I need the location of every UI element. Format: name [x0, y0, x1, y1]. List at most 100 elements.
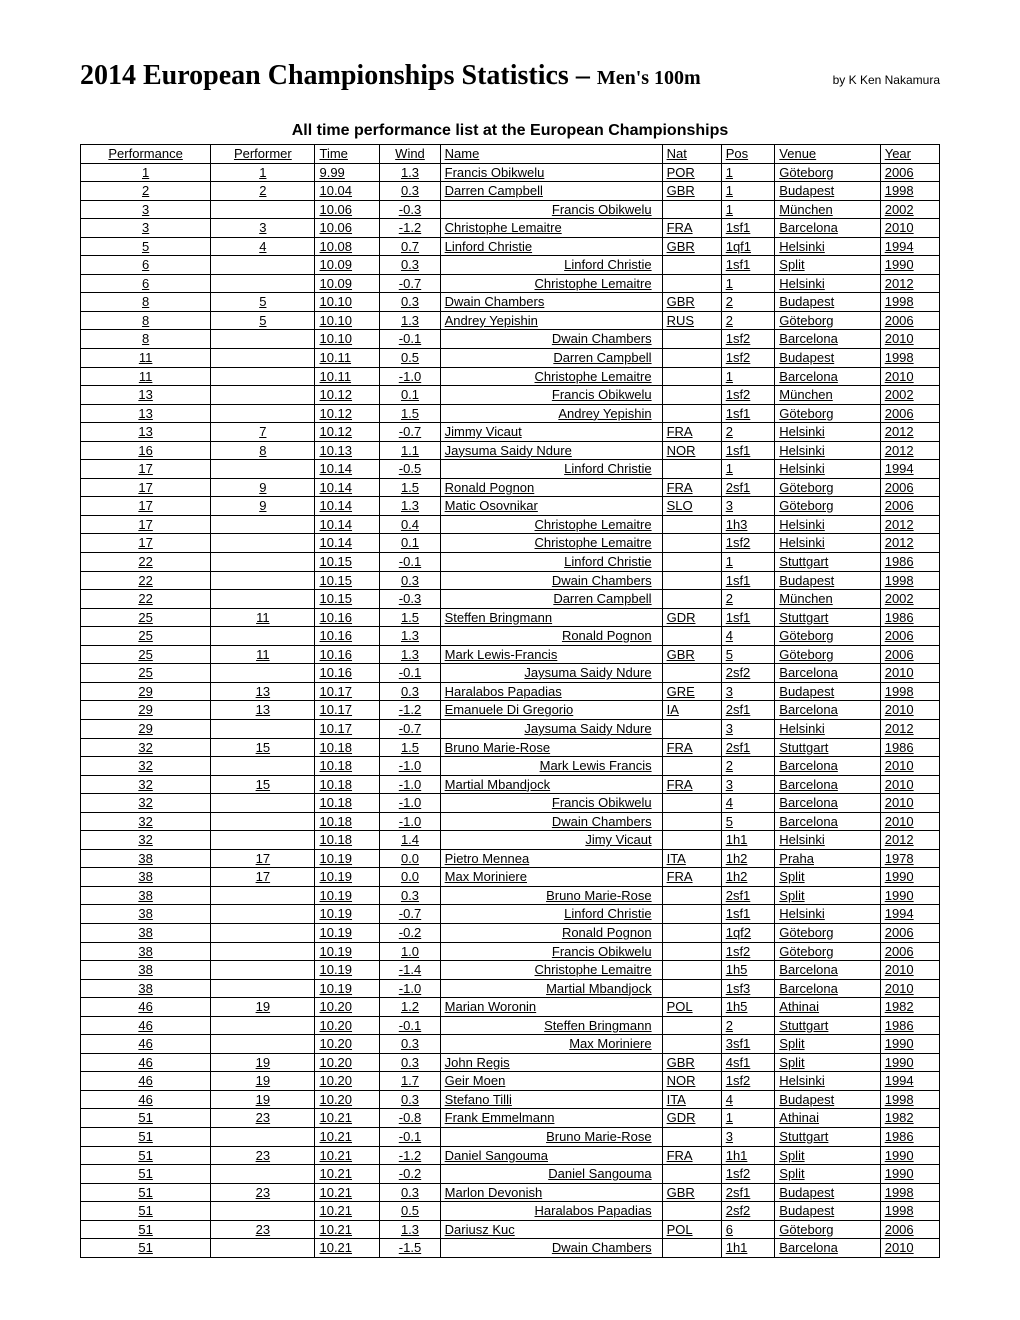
cell-col-time: 10.19	[315, 923, 380, 942]
cell-col-name: Darren Campbell	[440, 182, 662, 201]
cell-col-performance: 51	[81, 1202, 211, 1221]
cell-col-year: 2010	[880, 664, 939, 683]
cell-col-wind: -0.1	[380, 1016, 440, 1035]
cell-col-venue: Barcelona	[775, 664, 880, 683]
cell-col-wind: -0.3	[380, 200, 440, 219]
cell-col-nat: FRA	[662, 775, 721, 794]
cell-col-year: 1986	[880, 553, 939, 572]
cell-col-year: 1998	[880, 182, 939, 201]
cell-col-name: Steffen Bringmann	[440, 608, 662, 627]
table-row: 461910.201.2Marian WoroninPOL1h5Athinai1…	[81, 998, 940, 1017]
table-row: 2510.16-0.1Jaysuma Saidy Ndure2sf2Barcel…	[81, 664, 940, 683]
cell-col-wind: -0.7	[380, 905, 440, 924]
table-row: 381710.190.0Pietro MenneaITA1h2Praha1978	[81, 849, 940, 868]
cell-col-pos: 1sf1	[721, 571, 775, 590]
cell-col-year: 2006	[880, 645, 939, 664]
cell-col-time: 10.10	[315, 330, 380, 349]
table-row: 251110.161.3Mark Lewis-FrancisGBR5Götebo…	[81, 645, 940, 664]
cell-col-performance: 46	[81, 1090, 211, 1109]
cell-col-pos: 4	[721, 794, 775, 813]
cell-col-venue: Göteborg	[775, 404, 880, 423]
cell-col-performer	[211, 664, 315, 683]
cell-col-name: Geir Moen	[440, 1072, 662, 1091]
cell-col-nat	[662, 460, 721, 479]
cell-col-pos: 4	[721, 1090, 775, 1109]
cell-col-performer	[211, 1035, 315, 1054]
cell-col-performance: 32	[81, 757, 211, 776]
cell-col-performer	[211, 942, 315, 961]
table-row: 321510.18-1.0Martial MbandjockFRA3Barcel…	[81, 775, 940, 794]
cell-col-time: 10.14	[315, 460, 380, 479]
cell-col-performance: 46	[81, 998, 211, 1017]
cell-col-pos: 2sf1	[721, 701, 775, 720]
cell-col-performance: 38	[81, 942, 211, 961]
cell-col-pos: 2	[721, 757, 775, 776]
cell-col-pos: 1	[721, 274, 775, 293]
cell-col-year: 1990	[880, 1165, 939, 1184]
cell-col-pos: 1qf2	[721, 923, 775, 942]
cell-col-name: Bruno Marie-Rose	[440, 738, 662, 757]
cell-col-wind: 0.3	[380, 1090, 440, 1109]
cell-col-pos: 1h1	[721, 1146, 775, 1165]
cell-col-wind: 1.5	[380, 404, 440, 423]
cell-col-nat	[662, 923, 721, 942]
cell-col-name: Max Moriniere	[440, 868, 662, 887]
cell-col-name: Christophe Lemaitre	[440, 515, 662, 534]
cell-col-venue: Göteborg	[775, 311, 880, 330]
cell-col-name: Francis Obikwelu	[440, 200, 662, 219]
table-row: 461910.200.3Stefano TilliITA4Budapest199…	[81, 1090, 940, 1109]
cell-col-year: 1998	[880, 349, 939, 368]
cell-col-year: 2006	[880, 478, 939, 497]
cell-col-nat	[662, 534, 721, 553]
cell-col-nat: POL	[662, 1220, 721, 1239]
cell-col-time: 10.16	[315, 664, 380, 683]
table-row: 2210.15-0.1Linford Christie1Stuttgart198…	[81, 553, 940, 572]
cell-col-time: 10.21	[315, 1239, 380, 1258]
cell-col-performance: 25	[81, 664, 211, 683]
cell-col-performance: 17	[81, 478, 211, 497]
cell-col-nat	[662, 1202, 721, 1221]
cell-col-performer: 19	[211, 1090, 315, 1109]
cell-col-pos: 1sf1	[721, 256, 775, 275]
table-row: 810.10-0.1Dwain Chambers1sf2Barcelona201…	[81, 330, 940, 349]
cell-col-performer: 13	[211, 682, 315, 701]
cell-col-name: Max Moriniere	[440, 1035, 662, 1054]
cell-col-time: 10.21	[315, 1165, 380, 1184]
cell-col-nat: RUS	[662, 311, 721, 330]
table-row: 3810.19-0.2Ronald Pognon1qf2Göteborg2006	[81, 923, 940, 942]
cell-col-pos: 1	[721, 553, 775, 572]
cell-col-name: Dwain Chambers	[440, 571, 662, 590]
table-row: 5110.21-1.5Dwain Chambers1h1Barcelona201…	[81, 1239, 940, 1258]
col-nat: Nat	[662, 145, 721, 164]
col-wind: Wind	[380, 145, 440, 164]
cell-col-pos: 3	[721, 1127, 775, 1146]
cell-col-performance: 6	[81, 256, 211, 275]
cell-col-year: 2010	[880, 219, 939, 238]
cell-col-venue: Budapest	[775, 293, 880, 312]
cell-col-year: 2010	[880, 367, 939, 386]
cell-col-time: 10.18	[315, 794, 380, 813]
cell-col-venue: Athinai	[775, 1109, 880, 1128]
cell-col-nat: ITA	[662, 1090, 721, 1109]
cell-col-performer: 17	[211, 849, 315, 868]
table-header-row: Performance Performer Time Wind Name Nat…	[81, 145, 940, 164]
cell-col-year: 2012	[880, 441, 939, 460]
cell-col-name: Daniel Sangouma	[440, 1165, 662, 1184]
cell-col-nat: NOR	[662, 441, 721, 460]
cell-col-wind: 0.5	[380, 1202, 440, 1221]
cell-col-name: Emanuele Di Gregorio	[440, 701, 662, 720]
table-row: 512310.211.3Dariusz KucPOL6Göteborg2006	[81, 1220, 940, 1239]
cell-col-year: 1990	[880, 256, 939, 275]
table-row: 119.991.3Francis ObikweluPOR1Göteborg200…	[81, 163, 940, 182]
cell-col-pos: 1	[721, 163, 775, 182]
cell-col-performer: 5	[211, 293, 315, 312]
cell-col-time: 10.19	[315, 868, 380, 887]
cell-col-venue: Barcelona	[775, 979, 880, 998]
cell-col-nat	[662, 367, 721, 386]
cell-col-venue: Helsinki	[775, 460, 880, 479]
col-performer: Performer	[211, 145, 315, 164]
cell-col-nat: NOR	[662, 1072, 721, 1091]
cell-col-performance: 22	[81, 590, 211, 609]
cell-col-name: Linford Christie	[440, 256, 662, 275]
cell-col-performance: 51	[81, 1146, 211, 1165]
